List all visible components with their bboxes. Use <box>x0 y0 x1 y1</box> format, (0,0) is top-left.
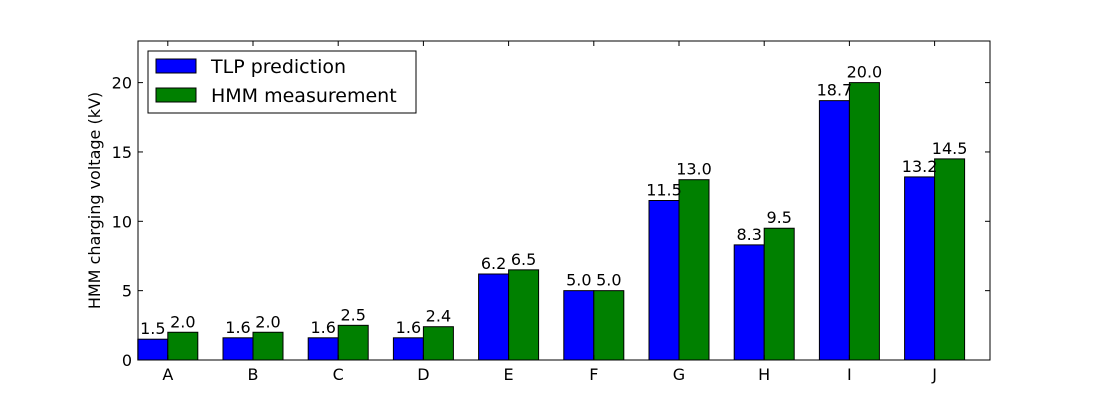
value-label-hmm-D: 2.4 <box>426 307 451 326</box>
value-label-hmm-F: 5.0 <box>596 271 621 290</box>
legend-label-tlp-prediction: TLP prediction <box>210 56 346 78</box>
bar-hmm-C <box>337 324 369 361</box>
bar-tlp-J <box>904 176 936 361</box>
bar-hmm-D <box>422 326 454 361</box>
bar-tlp-F <box>563 290 595 361</box>
value-label-tlp-G: 11.5 <box>646 181 682 200</box>
bar-hmm-F <box>593 290 625 361</box>
bar-tlp-A <box>137 338 169 361</box>
plot-frame <box>137 40 991 361</box>
bar-hmm-E <box>508 269 540 361</box>
legend: TLP prediction HMM measurement <box>147 50 417 114</box>
bar-hmm-I <box>848 82 880 361</box>
bar-tlp-I <box>818 100 850 361</box>
value-label-tlp-C: 1.6 <box>310 318 335 337</box>
value-label-hmm-C: 2.5 <box>340 305 365 324</box>
y-tick-label: 15 <box>112 143 132 162</box>
value-label-tlp-H: 8.3 <box>736 225 761 244</box>
value-label-tlp-D: 1.6 <box>396 318 421 337</box>
value-label-tlp-F: 5.0 <box>566 271 591 290</box>
value-label-hmm-G: 13.0 <box>676 160 712 179</box>
bar-hmm-G <box>678 179 710 361</box>
y-tick-label: 10 <box>112 212 132 231</box>
bar-tlp-H <box>733 244 765 361</box>
legend-swatch-tlp-prediction <box>155 58 197 74</box>
value-label-tlp-B: 1.6 <box>225 318 250 337</box>
value-label-hmm-B: 2.0 <box>255 312 280 331</box>
value-labels-layer: 1.5 1.6 1.6 1.6 6.2 5.0 11.5 8.3 18.7 13.2 2.0 2.0 2… <box>140 63 967 339</box>
legend-label-hmm-measurement: HMM measurement <box>211 85 397 107</box>
y-tick-label: 0 <box>122 351 132 370</box>
bar-tlp-E <box>478 273 510 361</box>
y-tick-label: 5 <box>122 282 132 301</box>
bar-hmm-A <box>167 331 199 361</box>
bar-hmm-B <box>252 331 284 361</box>
bar-tlp-B <box>222 337 254 361</box>
x-tick-label-F: F <box>589 365 598 384</box>
value-label-hmm-H: 9.5 <box>766 208 791 227</box>
bars-layer <box>137 82 966 361</box>
bar-tlp-G <box>648 200 680 361</box>
value-label-hmm-J: 14.5 <box>932 139 968 158</box>
bar-tlp-C <box>307 337 339 361</box>
x-tick-label-I: I <box>847 365 852 384</box>
x-tick-label-H: H <box>758 365 770 384</box>
bar-hmm-H <box>763 227 795 361</box>
x-tick-label-C: C <box>333 365 344 384</box>
value-label-tlp-J: 13.2 <box>902 157 938 176</box>
value-label-hmm-A: 2.0 <box>170 312 195 331</box>
x-tick-label-G: G <box>673 365 685 384</box>
value-label-hmm-E: 6.5 <box>511 250 536 269</box>
value-label-hmm-I: 20.0 <box>847 63 883 82</box>
x-ticks-layer: A B C D E F G H I J <box>162 41 937 384</box>
x-tick-label-E: E <box>504 365 514 384</box>
y-tick-label: 20 <box>112 74 132 93</box>
x-tick-label-J: J <box>931 365 937 384</box>
value-label-tlp-A: 1.5 <box>140 319 165 338</box>
value-label-tlp-E: 6.2 <box>481 254 506 273</box>
x-tick-label-B: B <box>248 365 259 384</box>
bar-tlp-D <box>392 337 424 361</box>
legend-swatch-hmm-measurement <box>155 87 197 103</box>
x-tick-label-D: D <box>417 365 429 384</box>
x-tick-label-A: A <box>162 365 173 384</box>
y-axis-label: HMM charging voltage (kV) <box>85 92 104 309</box>
y-ticks-layer: 0 5 10 15 20 <box>112 74 990 370</box>
value-label-tlp-I: 18.7 <box>817 81 853 100</box>
bar-hmm-J <box>934 158 966 361</box>
